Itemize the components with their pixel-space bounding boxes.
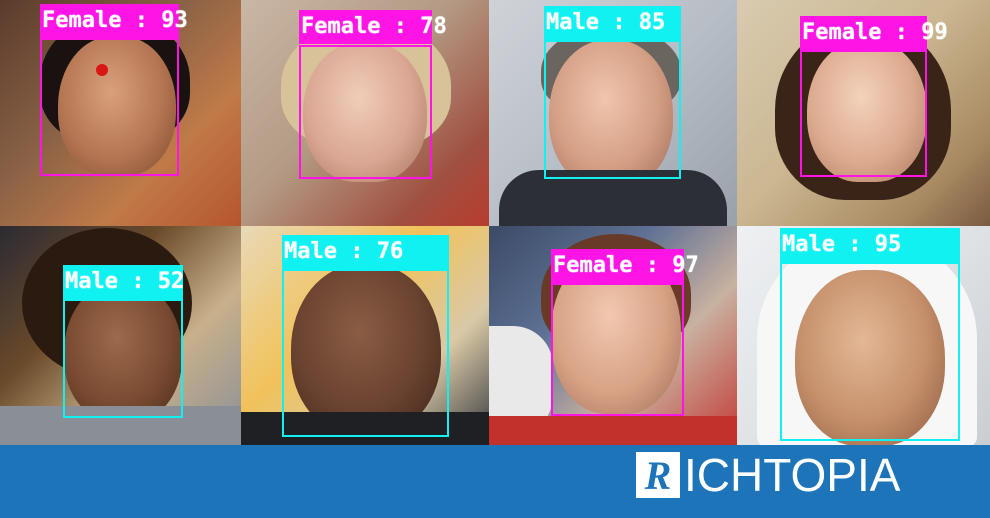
logo-mark: R (636, 452, 680, 498)
gender-score-label: Female : 99 (800, 16, 948, 50)
confidence-score: 97 (672, 253, 699, 278)
face (58, 36, 176, 176)
richtopia-logo: R ICHTOPIA (636, 451, 900, 499)
confidence-score: 76 (376, 239, 404, 264)
separator-text: : (350, 239, 364, 264)
gender-text: Female (802, 20, 882, 45)
confidence-score: 95 (874, 232, 902, 257)
gender-text: Male (782, 232, 835, 257)
face-detection-box (40, 38, 179, 176)
logo-letter: R (644, 452, 672, 498)
separator-text: : (612, 10, 626, 35)
separator-text: : (848, 232, 862, 257)
separator-text: : (894, 20, 908, 45)
face (795, 270, 945, 445)
separator-text: : (131, 269, 145, 294)
face (303, 42, 427, 182)
confidence-score: 52 (157, 269, 185, 294)
gender-score-label: Female : 97 (551, 249, 699, 283)
gender-score-label: Male : 76 (282, 235, 449, 269)
separator-text: : (393, 14, 407, 39)
suit (499, 170, 727, 226)
gender-text: Female (42, 8, 122, 33)
logo-text: ICHTOPIA (684, 449, 901, 501)
face (807, 40, 927, 182)
face-detection-box (544, 40, 681, 179)
gender-text: Female (553, 253, 633, 278)
jacket (489, 416, 737, 445)
face-detection-box (282, 269, 449, 437)
gender-score-label: Female : 78 (299, 10, 447, 44)
face (291, 264, 441, 434)
brand-banner (0, 445, 990, 518)
jacket (0, 406, 241, 445)
face (64, 282, 182, 422)
photo-tile (489, 226, 737, 445)
face (549, 40, 673, 188)
face-detection-box (299, 45, 432, 179)
confidence-score: 93 (161, 8, 188, 33)
confidence-score: 99 (921, 20, 948, 45)
gender-text: Male (546, 10, 599, 35)
separator-text: : (134, 8, 148, 33)
face-detection-box (551, 283, 684, 416)
photo-tile (0, 226, 241, 445)
face-detection-box (63, 299, 183, 418)
confidence-score: 85 (638, 10, 666, 35)
face-detection-box (800, 50, 927, 177)
gender-score-label: Female : 93 (40, 4, 188, 38)
gender-text: Female (301, 14, 381, 39)
bindi (96, 64, 108, 76)
gender-score-label: Male : 52 (63, 265, 185, 299)
gender-text: Male (284, 239, 337, 264)
gender-text: Male (65, 269, 118, 294)
confidence-score: 78 (420, 14, 447, 39)
gender-score-label: Male : 95 (780, 228, 960, 262)
face-photo-grid: Female : 93 Female : 78 Male : 85 Female… (0, 0, 990, 445)
face-detection-box (780, 262, 960, 441)
gender-score-label: Male : 85 (544, 6, 681, 40)
separator-text: : (645, 253, 659, 278)
